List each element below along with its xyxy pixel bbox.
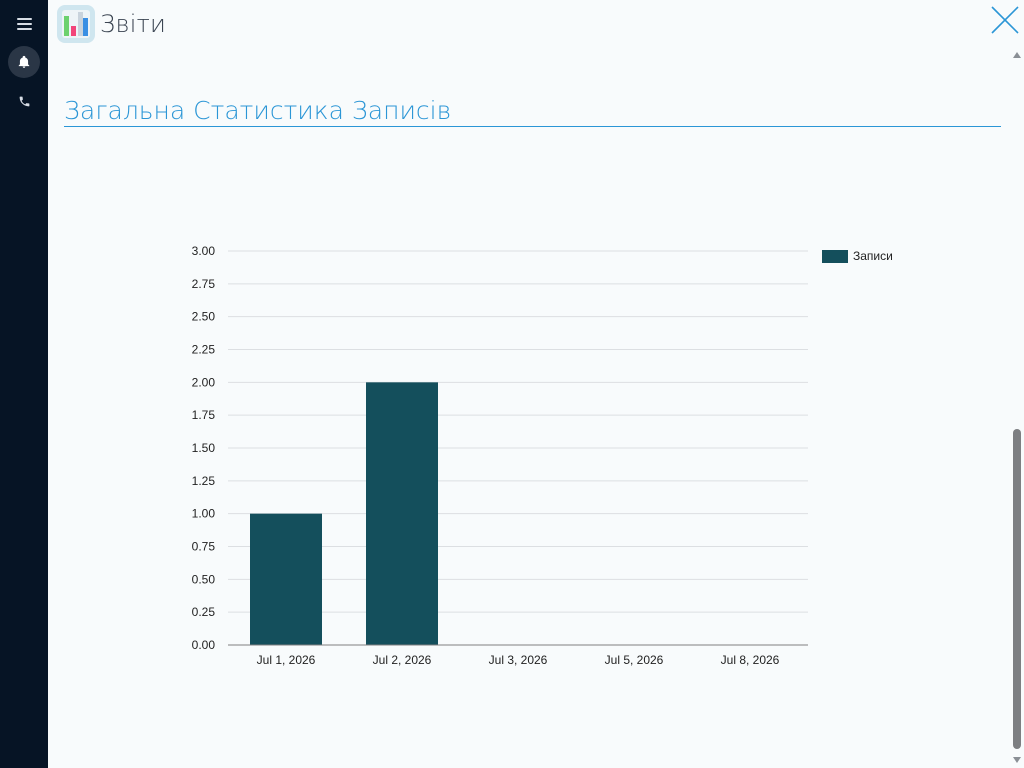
y-tick-label: 1.00 bbox=[192, 507, 216, 521]
y-tick-label: 1.50 bbox=[192, 441, 216, 455]
scroll-up-arrow[interactable] bbox=[1013, 52, 1021, 58]
y-tick-label: 0.25 bbox=[192, 605, 216, 619]
y-tick-label: 0.75 bbox=[192, 540, 216, 554]
close-button[interactable] bbox=[988, 3, 1022, 37]
menu-icon bbox=[16, 18, 32, 30]
bar bbox=[366, 382, 438, 645]
section-title: Загальна Статистика Записів bbox=[64, 96, 452, 125]
y-tick-label: 0.00 bbox=[192, 638, 216, 652]
legend-swatch bbox=[822, 249, 848, 263]
close-icon bbox=[991, 6, 1019, 34]
legend-label: Записи bbox=[853, 249, 893, 263]
reports-app-icon bbox=[56, 4, 96, 44]
x-tick-label: Jul 2, 2026 bbox=[373, 653, 432, 667]
y-tick-label: 2.75 bbox=[192, 277, 216, 291]
bell-icon bbox=[18, 55, 30, 68]
calls-button[interactable] bbox=[8, 85, 40, 117]
notifications-button[interactable] bbox=[8, 46, 40, 78]
y-tick-label: 1.25 bbox=[192, 474, 216, 488]
menu-button[interactable] bbox=[8, 8, 40, 40]
x-tick-label: Jul 8, 2026 bbox=[721, 653, 780, 667]
sidebar bbox=[0, 0, 48, 768]
y-tick-label: 2.50 bbox=[192, 310, 216, 324]
x-tick-label: Jul 5, 2026 bbox=[605, 653, 664, 667]
chart-legend: Записи bbox=[822, 249, 893, 263]
y-tick-label: 2.00 bbox=[192, 375, 216, 389]
bar bbox=[250, 513, 322, 645]
y-tick-label: 3.00 bbox=[192, 244, 216, 258]
y-tick-label: 1.75 bbox=[192, 408, 216, 422]
x-tick-label: Jul 3, 2026 bbox=[489, 653, 548, 667]
scrollbar-thumb[interactable] bbox=[1013, 429, 1021, 749]
y-tick-label: 2.25 bbox=[192, 343, 216, 357]
app-title: Звіти bbox=[100, 10, 166, 38]
x-tick-label: Jul 1, 2026 bbox=[257, 653, 316, 667]
scroll-down-arrow[interactable] bbox=[1013, 757, 1021, 763]
section-divider bbox=[64, 126, 1001, 127]
y-tick-label: 0.50 bbox=[192, 572, 216, 586]
phone-icon bbox=[19, 96, 29, 106]
